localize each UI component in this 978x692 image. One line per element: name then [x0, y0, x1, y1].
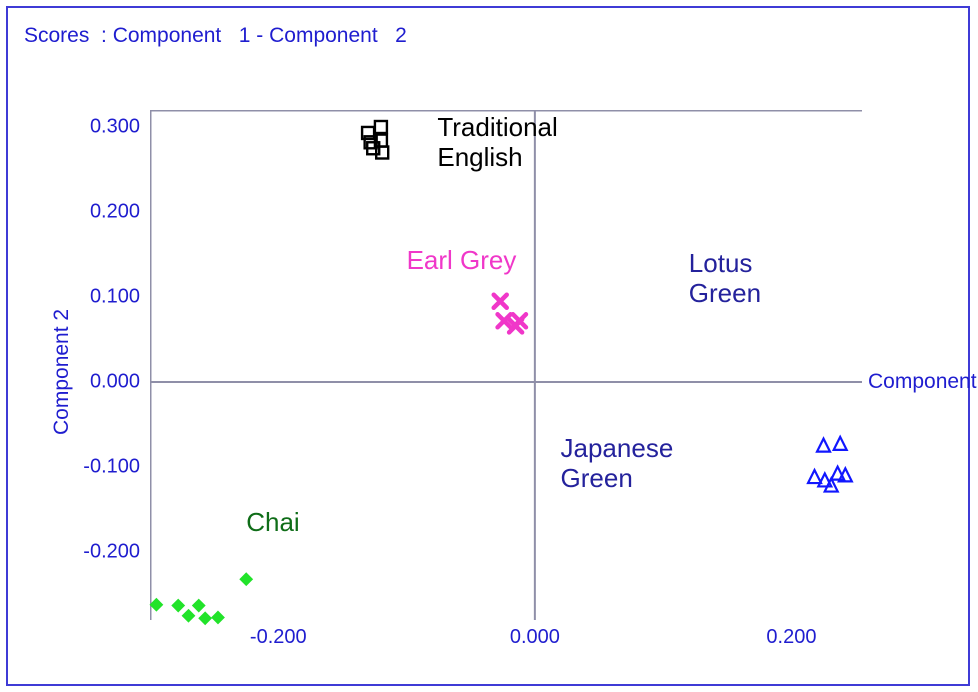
y-tick-label: -0.100: [83, 456, 140, 479]
cluster-label: LotusGreen: [689, 249, 761, 309]
cluster-label: Chai: [246, 508, 299, 538]
x-tick-label: 0.000: [510, 626, 560, 649]
x-tick-label: -0.200: [250, 626, 307, 649]
x-axis-title: Component 1: [868, 370, 978, 394]
chart-title: Scores : Component 1 - Component 2: [24, 24, 407, 48]
cluster-label: JapaneseGreen: [561, 434, 674, 494]
y-axis-title: Component 2: [50, 309, 74, 435]
y-tick-label: 0.200: [90, 201, 140, 224]
scatter-markers: [150, 110, 862, 620]
cluster-label: Earl Grey: [407, 246, 517, 276]
y-tick-label: -0.200: [83, 541, 140, 564]
x-tick-label: 0.200: [766, 626, 816, 649]
plot-area: TraditionalEnglish Earl Grey LotusGreen Jap…: [150, 110, 862, 620]
y-tick-label: 0.300: [90, 116, 140, 139]
cluster-label: TraditionalEnglish: [437, 113, 557, 173]
y-tick-label: 0.000: [90, 371, 140, 394]
y-tick-label: 0.100: [90, 286, 140, 309]
